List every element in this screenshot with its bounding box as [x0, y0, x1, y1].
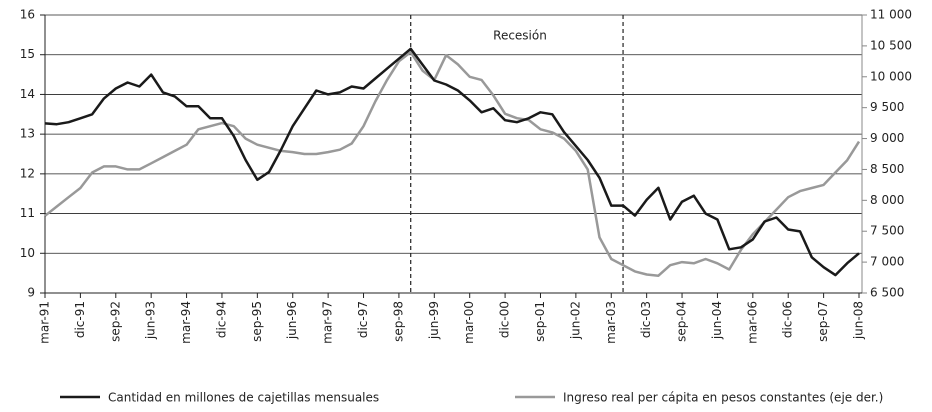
x-tick-label: dic-94: [214, 301, 228, 338]
y2-tick-label: 8 000: [870, 193, 904, 207]
legend-label: Ingreso real per cápita en pesos constan…: [563, 391, 883, 405]
y-tick-label: 13: [20, 127, 35, 141]
y-tick-label: 11: [20, 206, 35, 220]
y2-tick-label: 9 000: [870, 131, 904, 145]
x-tick-label: jun-08: [852, 301, 866, 340]
x-tick-label: sep-95: [250, 301, 264, 342]
y-tick-label: 15: [20, 47, 35, 61]
series-line: [44, 47, 860, 277]
x-tick-label: jun-04: [710, 301, 724, 340]
y2-tick-label: 7 500: [870, 224, 904, 238]
y-tick-label: 14: [20, 87, 35, 101]
x-tick-label: dic-06: [781, 301, 795, 338]
x-tick-label: dic-97: [356, 301, 370, 338]
x-tick-label: mar-94: [179, 301, 193, 344]
y-tick-label: 16: [20, 8, 35, 22]
x-tick-label: sep-92: [108, 301, 122, 342]
y-tick-label: 9: [27, 286, 35, 300]
annotation: Recesión: [493, 29, 547, 43]
x-tick-label: jun-02: [568, 301, 582, 340]
y-tick-label: 12: [20, 166, 35, 180]
x-tick-label: sep-07: [816, 301, 830, 342]
x-tick-label: jun-96: [285, 301, 299, 340]
x-tick-label: mar-97: [321, 301, 335, 344]
legend-label: Cantidad en millones de cajetillas mensu…: [108, 391, 379, 405]
x-tick-label: sep-04: [675, 301, 689, 342]
x-tick-label: mar-03: [604, 301, 618, 344]
y2-tick-label: 11 000: [870, 8, 912, 22]
x-tick-label: sep-01: [533, 301, 547, 342]
y2-tick-label: 9 500: [870, 100, 904, 114]
x-tick-label: jun-99: [427, 301, 441, 340]
y2-tick-label: 7 000: [870, 255, 904, 269]
y2-tick-label: 10 000: [870, 69, 912, 83]
x-tick-label: dic-03: [639, 301, 653, 338]
series-line: [44, 50, 861, 277]
x-tick-label: dic-00: [498, 301, 512, 338]
x-tick-label: jun-93: [144, 301, 158, 340]
x-tick-label: dic-91: [73, 301, 87, 338]
x-tick-label: mar-06: [745, 301, 759, 344]
y-tick-label: 10: [20, 246, 35, 260]
y2-tick-label: 6 500: [870, 286, 904, 300]
x-tick-label: mar-91: [38, 301, 52, 344]
x-tick-label: sep-98: [391, 301, 405, 342]
x-tick-label: mar-00: [462, 301, 476, 344]
y2-tick-label: 10 500: [870, 38, 912, 52]
y2-tick-label: 8 500: [870, 162, 904, 176]
